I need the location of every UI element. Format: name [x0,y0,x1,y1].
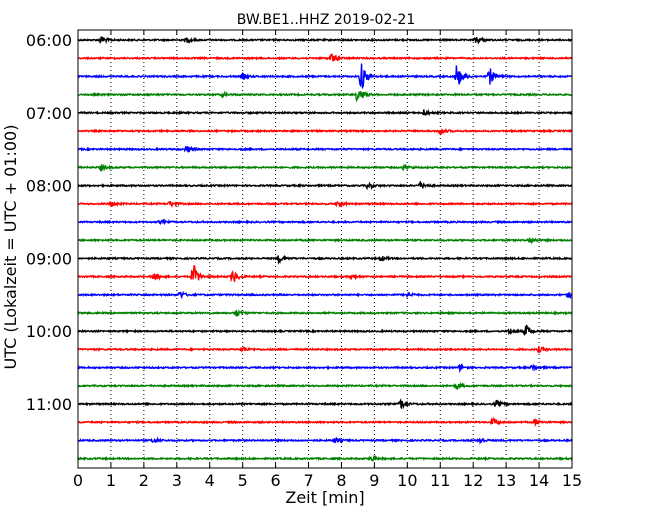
x-tick-label: 15 [562,471,582,490]
seismic-trace [77,290,573,300]
seismic-trace [77,36,573,45]
seismic-trace [77,254,573,265]
x-tick-label: 3 [172,471,182,490]
y-tick-label: 10:00 [26,322,72,341]
seismic-trace [77,309,573,317]
y-tick-label: 09:00 [26,249,72,268]
plot-frame [77,29,573,469]
seismic-trace [77,53,573,62]
seismic-trace [77,127,573,136]
seismic-trace [77,345,573,354]
x-tick-label: 8 [336,471,346,490]
y-tick-label: 08:00 [26,177,72,196]
seismic-trace [77,454,573,462]
x-tick-label: 12 [463,471,483,490]
x-tick-label: 1 [106,471,116,490]
seismic-trace [77,397,573,410]
x-tick-label: 13 [496,471,516,490]
seismic-trace [77,181,573,191]
seismic-trace [77,163,573,172]
seismic-trace [77,264,573,283]
seismic-trace [77,218,573,226]
seismic-trace [77,363,573,374]
tick-layer: 0 1 2 3 4 5 6 7 8 9 10 11 12 13 14 1506:0007:0008:0009:… [26,30,582,490]
y-tick-label: 07:00 [26,104,72,123]
y-axis-label: UTC (Lokalzeit = UTC + 01:00) [1,125,20,370]
seismic-trace [77,324,573,337]
x-tick-label: 2 [139,471,149,490]
x-tick-label: 10 [397,471,417,490]
seismic-trace [77,108,573,117]
x-tick-label: 5 [238,471,248,490]
chart-title: BW.BE1..HHZ 2019-02-21 [237,12,416,28]
seismic-trace [77,416,573,427]
seismic-trace [77,237,573,245]
seismic-trace [77,436,573,445]
y-tick-label: 06:00 [26,31,72,50]
seismic-trace [77,200,573,208]
x-tick-label: 14 [529,471,549,490]
x-tick-label: 9 [369,471,379,490]
x-tick-label: 11 [430,471,450,490]
x-axis-label: Zeit [min] [285,488,364,507]
seismic-trace [77,145,573,153]
seismic-trace [77,90,573,103]
y-tick-label: 11:00 [26,395,72,414]
x-tick-label: 0 [73,471,83,490]
seismic-trace [77,381,573,391]
x-tick-label: 4 [205,471,215,490]
seismic-trace [77,63,573,90]
trace-layer [77,36,573,462]
x-tick-label: 6 [271,471,281,490]
x-tick-label: 7 [303,471,313,490]
